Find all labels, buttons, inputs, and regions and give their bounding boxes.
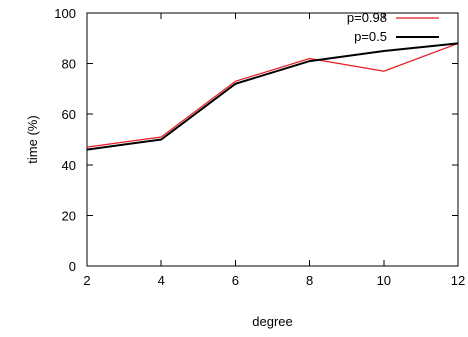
y-axis-label: time (%) [25, 115, 40, 163]
series-line-1 [86, 42, 459, 148]
y-tick-label: 60 [62, 107, 76, 122]
x-tick-label: 6 [232, 273, 239, 288]
legend: p=0.98 p=0.5 [347, 10, 439, 44]
x-tick-label: 2 [83, 273, 90, 288]
x-axis: 2 4 6 8 10 12 [83, 13, 465, 288]
y-tick-label: 100 [54, 6, 76, 21]
x-tick-label: 8 [306, 273, 313, 288]
x-tick-label: 12 [451, 273, 465, 288]
x-axis-label: degree [252, 314, 292, 329]
plot-border [86, 12, 459, 267]
legend-label: p=0.98 [347, 10, 387, 25]
y-tick-label: 20 [62, 208, 76, 223]
plot-frame [86, 12, 459, 267]
series-layer [86, 42, 459, 151]
y-tick-label: 80 [62, 57, 76, 72]
y-axis: 0 20 40 60 80 100 [54, 6, 458, 274]
legend-label: p=0.5 [354, 29, 387, 44]
x-tick-label: 4 [158, 273, 165, 288]
y-tick-label: 0 [69, 259, 76, 274]
x-tick-label: 10 [377, 273, 391, 288]
y-tick-label: 40 [62, 158, 76, 173]
series-line-2 [86, 42, 459, 151]
